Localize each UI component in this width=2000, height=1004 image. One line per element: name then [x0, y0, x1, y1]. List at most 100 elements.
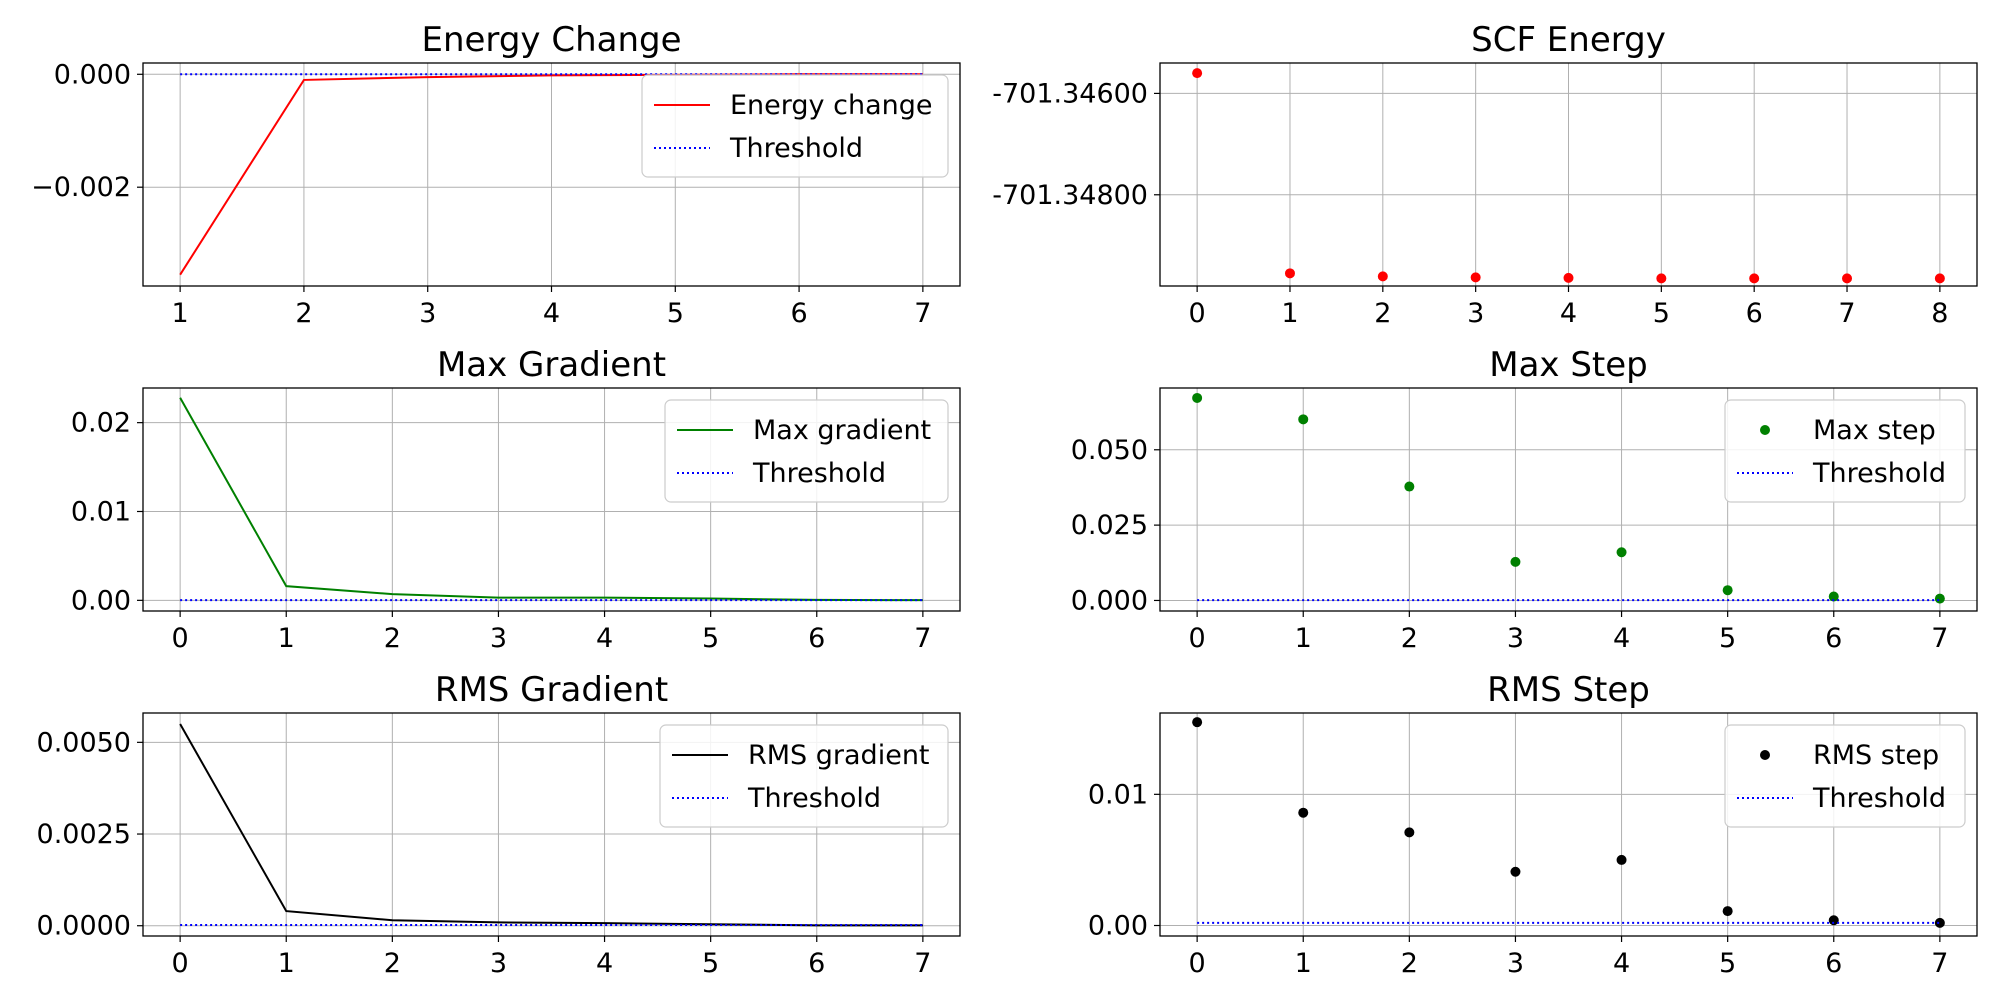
x-tick-label: 2 [1401, 623, 1418, 654]
x-tick-label: 1 [278, 623, 295, 654]
x-tick-label: 2 [1374, 298, 1391, 329]
x-tick-label: 4 [543, 298, 560, 329]
x-tick-label: 1 [278, 948, 295, 979]
y-tick-label: 0.025 [1071, 510, 1148, 541]
data-point [1934, 593, 1945, 604]
y-tick-label: 0.0000 [37, 911, 131, 942]
x-tick-label: 3 [1507, 623, 1524, 654]
x-tick-label: 3 [1507, 948, 1524, 979]
x-tick-label: 7 [914, 948, 931, 979]
legend-marker [1760, 425, 1770, 435]
x-tick-label: 7 [1931, 948, 1948, 979]
x-tick-label: 0 [1189, 298, 1206, 329]
plot-frame [142, 712, 961, 937]
x-tick-label: 0 [172, 623, 189, 654]
legend-label: Threshold [752, 458, 886, 489]
data-point [1284, 268, 1295, 279]
subplot-1: Energy Change 1 2 3 4 5 6 7 0.000 −0.002 Energy ch… [31, 20, 961, 329]
data-point [1563, 272, 1574, 283]
data-point [1828, 591, 1839, 602]
y-tick-label: 0.0050 [37, 727, 131, 758]
data-point [1510, 866, 1521, 877]
x-tick-label: 7 [914, 298, 931, 329]
y-tick-label: 0.000 [54, 59, 131, 90]
legend-marker [1760, 750, 1770, 760]
series-line [179, 397, 923, 602]
x-tick-label: 2 [384, 948, 401, 979]
y-tick-label: 0.0025 [37, 819, 131, 850]
y-tick-label: 0.00 [71, 585, 131, 616]
chart-title: RMS Step [1487, 670, 1650, 710]
plot-frame [142, 62, 961, 287]
x-tick-label: 3 [490, 948, 507, 979]
x-tick-label: 0 [172, 948, 189, 979]
legend: Energy change Threshold [641, 74, 949, 178]
series-line [179, 723, 923, 927]
x-tick-label: 1 [1295, 623, 1312, 654]
data-point [1749, 273, 1760, 284]
x-tick-label: 6 [1825, 948, 1842, 979]
legend-label: Threshold [1812, 783, 1946, 814]
data-point [1616, 547, 1627, 558]
legend-label: Threshold [729, 133, 863, 164]
x-tick-label: 5 [702, 623, 719, 654]
subplot-6: RMS Step 0 1 2 3 4 5 6 7 0.00 0.01 RMS step Threshol… [1088, 670, 1978, 979]
subplot-4: Max Step 0 1 2 3 4 5 6 7 0.000 0.025 0.050 Max step T… [1071, 345, 1978, 654]
data-point [1470, 272, 1481, 283]
x-tick-label: 5 [1719, 948, 1736, 979]
data-point [1192, 68, 1203, 79]
x-tick-label: 3 [490, 623, 507, 654]
x-tick-label: 7 [914, 623, 931, 654]
data-point [1404, 481, 1415, 492]
data-point [1722, 906, 1733, 917]
data-point [1616, 854, 1627, 865]
x-tick-label: 7 [1838, 298, 1855, 329]
y-tick-label: 0.01 [1088, 779, 1148, 810]
chart-title: RMS Gradient [435, 670, 668, 710]
legend-box [641, 74, 949, 178]
data-point [1298, 807, 1309, 818]
x-tick-label: 4 [1560, 298, 1577, 329]
y-tick-label: 0.050 [1071, 435, 1148, 466]
chart-title: SCF Energy [1471, 20, 1666, 60]
y-tick-label: -701.34800 [992, 180, 1148, 211]
x-tick-label: 3 [419, 298, 436, 329]
subplot-3: Max Gradient 0 1 2 3 4 5 6 7 0.00 0.01 0.02 Max grad… [71, 345, 961, 654]
plot-frame [1159, 712, 1978, 937]
plot-frame [142, 387, 961, 612]
y-tick-label: 0.01 [71, 496, 131, 527]
x-tick-label: 2 [1401, 948, 1418, 979]
legend-label: Energy change [730, 90, 932, 121]
data-point [1298, 414, 1309, 425]
x-tick-label: 8 [1931, 298, 1948, 329]
x-tick-label: 4 [596, 623, 613, 654]
data-point [1842, 273, 1853, 284]
x-tick-label: 0 [1189, 948, 1206, 979]
subplot-2: SCF Energy 0 1 2 3 4 5 6 7 8 -701.34600 -701.34800 [992, 20, 1978, 329]
legend-label: Threshold [747, 783, 881, 814]
x-tick-label: 6 [1825, 623, 1842, 654]
x-tick-label: 4 [596, 948, 613, 979]
data-point [1192, 392, 1203, 403]
legend: RMS gradient Threshold [659, 724, 949, 828]
legend-box [664, 399, 949, 503]
x-tick-label: 3 [1467, 298, 1484, 329]
y-tick-label: -701.34600 [992, 78, 1148, 109]
y-tick-label: 0.000 [1071, 585, 1148, 616]
legend-box [659, 724, 949, 828]
chart-title: Max Gradient [437, 345, 666, 385]
x-tick-label: 1 [172, 298, 189, 329]
series-line [179, 73, 923, 276]
x-tick-label: 5 [702, 948, 719, 979]
legend: Max step Threshold [1724, 399, 1966, 503]
data-point [1934, 917, 1945, 928]
x-tick-label: 4 [1613, 948, 1630, 979]
x-tick-label: 1 [1281, 298, 1298, 329]
x-tick-label: 6 [808, 623, 825, 654]
data-point [1828, 915, 1839, 926]
plot-frame [1159, 387, 1978, 612]
data-point [1404, 827, 1415, 838]
data-point [1510, 556, 1521, 567]
x-tick-label: 2 [384, 623, 401, 654]
